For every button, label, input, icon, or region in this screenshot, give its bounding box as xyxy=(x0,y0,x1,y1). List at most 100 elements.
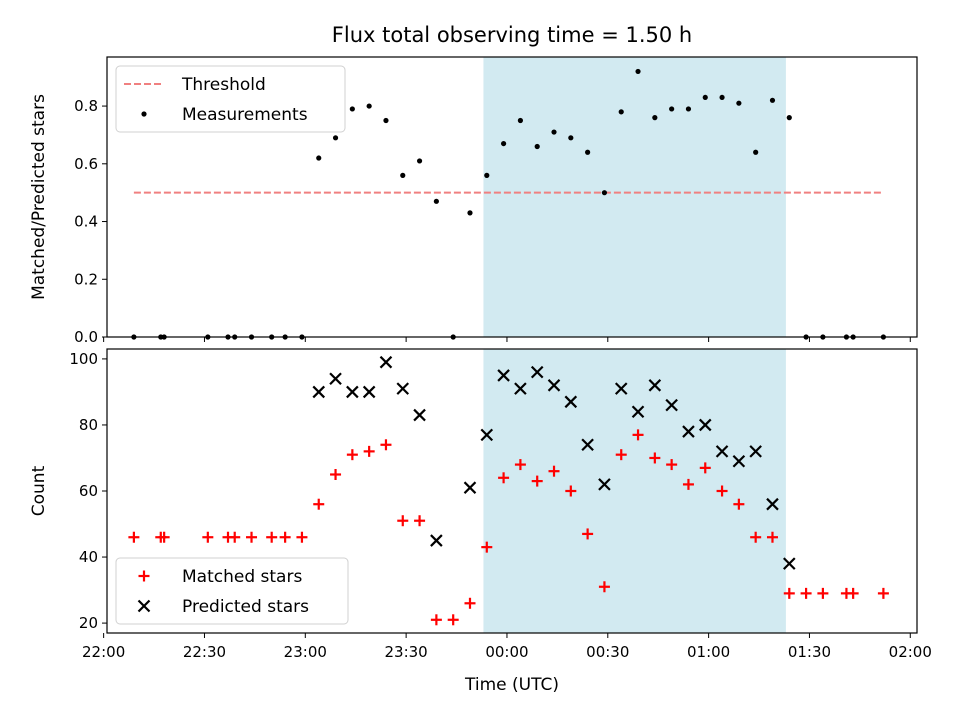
data-point xyxy=(749,445,762,458)
y-tick-label: 0.6 xyxy=(74,155,98,173)
legend-box xyxy=(115,65,346,133)
data-point xyxy=(568,135,574,141)
data-point xyxy=(614,382,628,395)
data-point xyxy=(467,210,473,216)
data-point xyxy=(481,541,493,553)
data-point xyxy=(266,531,278,543)
data-point xyxy=(413,408,426,422)
series-predicted-stars xyxy=(312,355,796,570)
y-axis-label: Count xyxy=(29,465,49,516)
data-point xyxy=(430,614,442,626)
data-point xyxy=(635,68,641,75)
axes-frame xyxy=(106,56,918,338)
data-point xyxy=(296,531,308,543)
legend-entry: Predicted stars xyxy=(137,597,309,617)
data-point xyxy=(598,478,611,491)
legend-swatch xyxy=(137,599,151,613)
data-point xyxy=(715,445,729,458)
data-point xyxy=(551,129,557,135)
x-tick-label: 02:00 xyxy=(889,643,932,661)
legend-label: Measurements xyxy=(182,105,308,125)
data-point xyxy=(380,439,392,451)
data-point xyxy=(716,485,728,497)
data-point xyxy=(699,462,711,474)
legend-label: Threshold xyxy=(181,75,266,95)
data-point xyxy=(363,445,375,457)
data-point xyxy=(514,459,526,471)
data-point xyxy=(158,531,170,543)
y-tick-label: 0.2 xyxy=(74,270,98,288)
data-point xyxy=(416,158,423,164)
legend-label: Predicted stars xyxy=(182,597,309,617)
data-point xyxy=(498,472,510,484)
data-point xyxy=(631,405,645,419)
data-point xyxy=(312,385,326,399)
legend-box xyxy=(115,557,349,625)
data-point xyxy=(497,369,510,382)
data-point xyxy=(682,478,694,490)
data-point xyxy=(766,497,779,511)
data-point xyxy=(615,449,627,461)
data-point xyxy=(632,429,644,441)
data-point xyxy=(279,531,291,543)
data-point xyxy=(783,587,795,599)
data-point xyxy=(685,106,692,112)
legend-entry: Threshold xyxy=(124,75,266,95)
data-point xyxy=(666,459,678,471)
data-point xyxy=(362,385,376,399)
data-point xyxy=(598,581,610,593)
data-point xyxy=(346,449,358,461)
y-tick-label: 0.4 xyxy=(74,213,98,231)
data-point xyxy=(648,379,662,392)
data-point xyxy=(766,531,778,543)
data-point xyxy=(349,106,355,112)
data-point xyxy=(202,531,214,543)
data-point xyxy=(800,587,812,599)
data-point xyxy=(517,117,524,124)
data-point xyxy=(582,528,594,540)
x-tick-label: 00:00 xyxy=(485,643,528,661)
data-point xyxy=(447,614,459,626)
data-point xyxy=(702,94,708,101)
legend: Matched stars Predicted stars xyxy=(115,557,349,625)
top-panel-ratio: 0.0 0.2 0.4 0.6 0.8 Matched/Predicted stars Th… xyxy=(29,56,918,346)
data-point xyxy=(669,106,675,112)
data-point xyxy=(531,475,543,487)
data-point xyxy=(783,557,796,570)
legend-label: Matched stars xyxy=(182,567,302,587)
data-point xyxy=(665,398,678,412)
data-point xyxy=(313,498,325,510)
observing-window-shade xyxy=(483,57,786,337)
y-tick-label: 20 xyxy=(79,614,98,632)
data-point xyxy=(618,109,624,115)
data-point xyxy=(548,465,560,477)
x-tick-label: 01:30 xyxy=(788,643,831,661)
data-point xyxy=(530,365,544,379)
data-point xyxy=(316,155,322,161)
data-point xyxy=(564,395,578,409)
y-tick-label: 40 xyxy=(79,548,98,566)
y-tick-label: 80 xyxy=(79,416,98,434)
axes-frame xyxy=(106,348,918,634)
legend: Threshold Measurements xyxy=(115,65,346,133)
data-point xyxy=(847,587,859,599)
data-point xyxy=(379,355,393,369)
data-point xyxy=(534,143,540,150)
data-point xyxy=(229,531,241,543)
chart-title: Flux total observing time = 1.50 h xyxy=(332,23,692,47)
x-tick-label: 23:30 xyxy=(385,643,428,661)
data-point xyxy=(484,172,490,178)
data-point xyxy=(463,481,477,494)
data-point xyxy=(396,382,410,395)
legend-swatch xyxy=(141,111,147,117)
y-axis-label: Matched/Predicted stars xyxy=(29,94,49,300)
data-point xyxy=(329,372,342,385)
legend-swatch xyxy=(138,570,150,582)
data-point xyxy=(433,198,439,204)
data-point xyxy=(500,140,507,147)
legend-entry: Measurements xyxy=(141,105,308,125)
data-point xyxy=(750,531,762,543)
data-point xyxy=(397,515,409,527)
data-point xyxy=(733,498,745,510)
data-point xyxy=(565,485,577,497)
